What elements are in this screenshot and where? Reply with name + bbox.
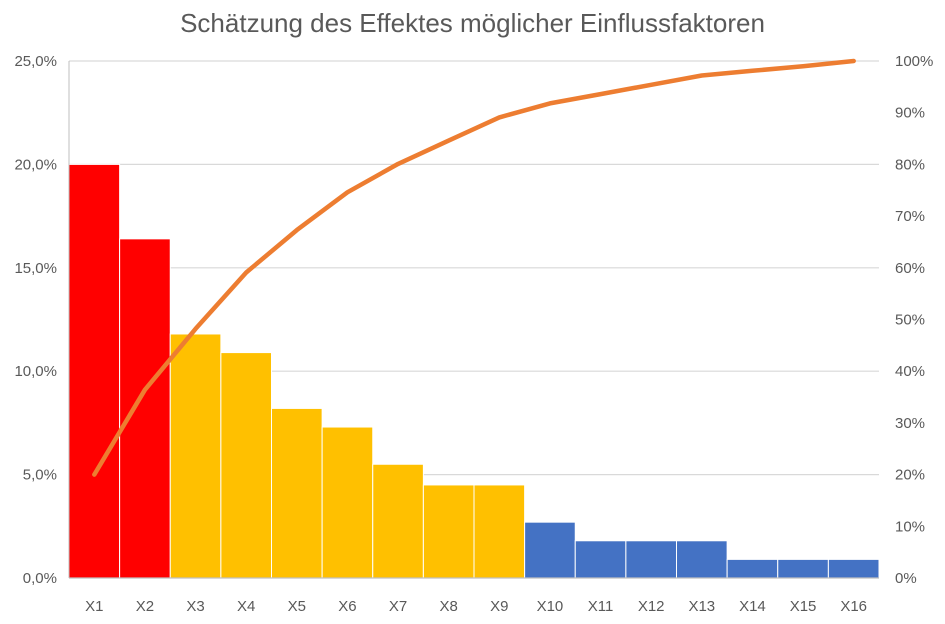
y-right-tick-label: 50% [895,312,925,329]
x-tick-label: X1 [85,598,103,615]
x-axis-labels: X1 X2 X3 X4 X5 X6 X7 X8 X9 X10 X11 X12 X13 X14 X15 X16 [85,598,867,615]
y-left-tick-label: 0,0% [23,570,57,587]
x-tick-label: X15 [790,598,817,615]
bar [625,540,677,579]
bar [777,558,829,579]
y-right-tick-label: 20% [895,467,925,484]
y-right-tick-label: 40% [895,363,925,380]
bar [68,163,121,579]
x-tick-label: X6 [338,598,356,615]
x-tick-label: X12 [638,598,665,615]
y-right-tick-label: 70% [895,208,925,225]
bar [220,352,272,579]
x-tick-label: X14 [739,598,766,615]
x-tick-label: X16 [840,598,867,615]
bar [676,540,728,579]
y-right-tick-label: 30% [895,415,925,432]
bar-series [68,163,880,579]
bar [372,463,424,579]
x-tick-label: X11 [588,598,614,615]
y-left-tick-label: 15,0% [14,260,57,277]
bar [574,540,627,579]
y-right-tick-label: 100% [895,53,933,70]
y-left-tick-label: 25,0% [14,53,57,70]
bar [422,484,475,579]
y-right-tick-label: 90% [895,105,925,122]
y-axis-right-labels: 0% 10% 20% 30% 40% 50% 60% 70% 80% 90% 100% [895,53,933,587]
y-right-tick-label: 10% [895,518,925,535]
x-tick-label: X7 [389,598,407,615]
x-tick-label: X10 [537,598,564,615]
bar [119,238,171,579]
bar [827,558,880,579]
bar [726,558,779,579]
y-left-tick-label: 5,0% [23,467,57,484]
cumulative-line-series [92,58,856,477]
bar [271,407,323,579]
axes [68,61,879,579]
y-axis-left-labels: 0,0% 5,0% 10,0% 15,0% 20,0% 25,0% [14,53,57,587]
bar [321,426,374,579]
y-left-tick-label: 10,0% [14,363,57,380]
x-tick-label: X2 [136,598,154,615]
y-right-tick-label: 60% [895,260,925,277]
y-right-tick-label: 0% [895,570,917,587]
cumulative-line [92,58,856,477]
x-tick-label: X3 [186,598,204,615]
chart-title: Schätzung des Effektes möglicher Einflus… [180,8,765,38]
x-tick-label: X13 [688,598,715,615]
bar [524,521,576,579]
x-tick-label: X4 [237,598,255,615]
bar [473,484,526,579]
y-left-tick-label: 20,0% [14,156,57,173]
y-right-tick-label: 80% [895,156,925,173]
x-tick-label: X5 [288,598,306,615]
bar [169,333,222,579]
x-tick-label: X9 [490,598,508,615]
x-tick-label: X8 [440,598,458,615]
